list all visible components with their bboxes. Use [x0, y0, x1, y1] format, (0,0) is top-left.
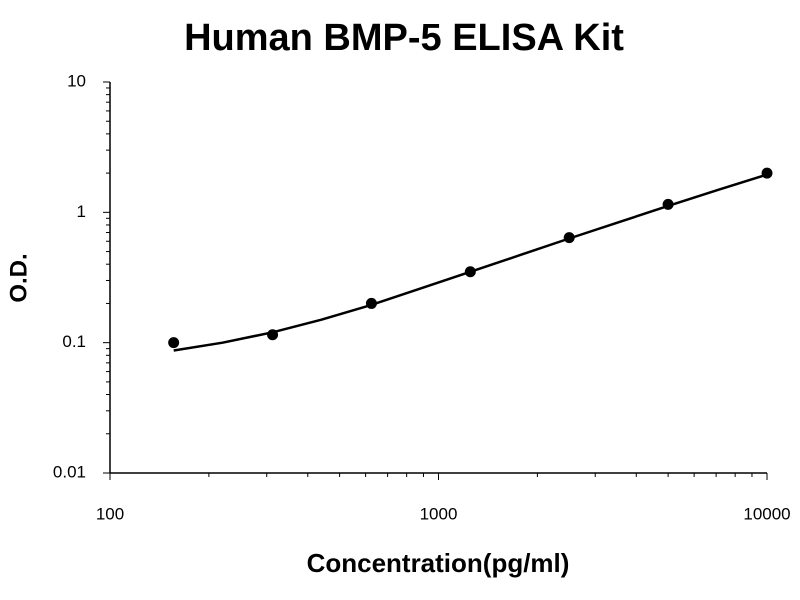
x-tick-label: 10000 [743, 504, 790, 523]
y-tick-label: 1 [77, 202, 86, 221]
chart-title: Human BMP-5 ELISA Kit [184, 17, 624, 59]
y-tick-label: 0.1 [62, 332, 86, 351]
y-tick-label: 0.01 [53, 462, 86, 481]
y-axis-label: O.D. [5, 253, 32, 302]
x-axis-label: Concentration(pg/ml) [307, 548, 570, 578]
data-point [168, 337, 180, 349]
x-tick-label: 100 [96, 504, 124, 523]
fit-curve [173, 173, 768, 352]
x-tick-label: 1000 [420, 504, 458, 523]
y-tick-label: 10 [67, 71, 86, 90]
